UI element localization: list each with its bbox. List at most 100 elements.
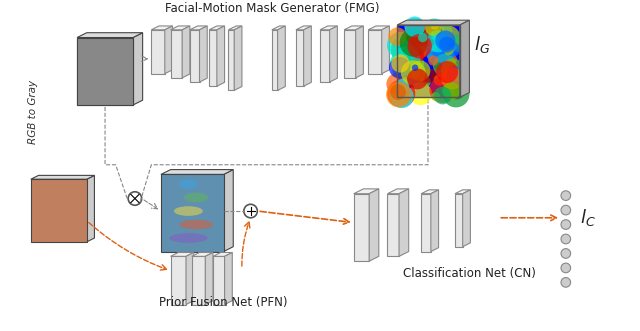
Polygon shape bbox=[234, 26, 242, 90]
Ellipse shape bbox=[169, 233, 208, 243]
Polygon shape bbox=[356, 26, 364, 78]
Circle shape bbox=[424, 19, 444, 38]
Polygon shape bbox=[209, 30, 217, 86]
Polygon shape bbox=[171, 253, 194, 256]
Circle shape bbox=[435, 62, 442, 70]
Ellipse shape bbox=[179, 179, 198, 189]
Polygon shape bbox=[397, 20, 469, 25]
Circle shape bbox=[426, 38, 435, 46]
Polygon shape bbox=[421, 194, 431, 252]
Circle shape bbox=[387, 32, 413, 59]
Polygon shape bbox=[151, 26, 173, 30]
Ellipse shape bbox=[184, 193, 208, 202]
Circle shape bbox=[405, 18, 425, 38]
Circle shape bbox=[449, 34, 466, 52]
Polygon shape bbox=[213, 256, 225, 305]
Circle shape bbox=[431, 22, 439, 30]
Circle shape bbox=[441, 59, 465, 83]
Text: Facial-Motion Mask Generator (FMG): Facial-Motion Mask Generator (FMG) bbox=[164, 2, 379, 15]
Polygon shape bbox=[278, 26, 285, 90]
Polygon shape bbox=[344, 30, 356, 78]
Polygon shape bbox=[368, 26, 389, 30]
Polygon shape bbox=[77, 33, 143, 37]
Circle shape bbox=[405, 21, 427, 43]
Polygon shape bbox=[354, 194, 369, 261]
Circle shape bbox=[391, 36, 419, 63]
Circle shape bbox=[444, 35, 454, 45]
Circle shape bbox=[438, 23, 452, 37]
Polygon shape bbox=[228, 30, 234, 90]
Circle shape bbox=[444, 47, 453, 55]
Polygon shape bbox=[330, 26, 337, 82]
Polygon shape bbox=[421, 190, 438, 194]
Polygon shape bbox=[303, 26, 311, 86]
Polygon shape bbox=[161, 169, 233, 174]
Circle shape bbox=[446, 80, 466, 100]
Circle shape bbox=[441, 83, 454, 96]
Circle shape bbox=[445, 43, 455, 53]
Text: $l_C$: $l_C$ bbox=[580, 207, 596, 228]
Circle shape bbox=[561, 191, 571, 201]
Polygon shape bbox=[397, 25, 460, 97]
Circle shape bbox=[441, 68, 463, 89]
Polygon shape bbox=[320, 26, 337, 30]
Circle shape bbox=[386, 82, 412, 107]
Circle shape bbox=[409, 82, 432, 105]
Polygon shape bbox=[151, 30, 165, 74]
Circle shape bbox=[561, 234, 571, 244]
Circle shape bbox=[392, 65, 406, 77]
Circle shape bbox=[399, 43, 424, 68]
Circle shape bbox=[410, 61, 430, 81]
Circle shape bbox=[418, 33, 428, 42]
Circle shape bbox=[390, 84, 413, 108]
Circle shape bbox=[445, 73, 465, 94]
Polygon shape bbox=[223, 169, 233, 252]
Circle shape bbox=[399, 36, 406, 43]
Circle shape bbox=[427, 39, 454, 67]
Polygon shape bbox=[190, 30, 200, 82]
Circle shape bbox=[431, 92, 440, 101]
Circle shape bbox=[390, 54, 405, 70]
Circle shape bbox=[403, 33, 410, 40]
Circle shape bbox=[404, 17, 425, 37]
Circle shape bbox=[405, 20, 432, 47]
Polygon shape bbox=[209, 26, 225, 30]
Circle shape bbox=[405, 24, 418, 37]
Circle shape bbox=[427, 30, 449, 52]
Circle shape bbox=[407, 69, 428, 89]
Polygon shape bbox=[192, 253, 213, 256]
Polygon shape bbox=[296, 26, 311, 30]
Polygon shape bbox=[320, 30, 330, 82]
Polygon shape bbox=[217, 26, 225, 86]
Polygon shape bbox=[77, 37, 133, 105]
Polygon shape bbox=[31, 175, 95, 179]
Polygon shape bbox=[354, 189, 379, 194]
Circle shape bbox=[561, 205, 571, 215]
Polygon shape bbox=[431, 190, 438, 252]
Circle shape bbox=[387, 79, 415, 108]
Circle shape bbox=[419, 31, 440, 52]
Circle shape bbox=[392, 46, 420, 75]
Polygon shape bbox=[381, 26, 389, 74]
Polygon shape bbox=[460, 20, 469, 97]
Polygon shape bbox=[186, 253, 194, 305]
Circle shape bbox=[445, 42, 460, 57]
Circle shape bbox=[408, 34, 432, 59]
Polygon shape bbox=[182, 26, 190, 78]
Circle shape bbox=[422, 69, 436, 83]
Circle shape bbox=[399, 28, 428, 57]
Circle shape bbox=[446, 66, 465, 85]
Circle shape bbox=[390, 84, 406, 100]
Circle shape bbox=[436, 61, 458, 83]
Circle shape bbox=[417, 24, 445, 53]
Polygon shape bbox=[77, 37, 133, 105]
Circle shape bbox=[429, 77, 456, 103]
Text: RGB to Gray: RGB to Gray bbox=[28, 80, 38, 144]
Circle shape bbox=[428, 56, 438, 66]
Polygon shape bbox=[192, 256, 205, 305]
Circle shape bbox=[389, 57, 410, 78]
Circle shape bbox=[408, 55, 424, 71]
Text: $l_G$: $l_G$ bbox=[474, 34, 490, 55]
Circle shape bbox=[420, 76, 431, 87]
Circle shape bbox=[391, 54, 410, 72]
